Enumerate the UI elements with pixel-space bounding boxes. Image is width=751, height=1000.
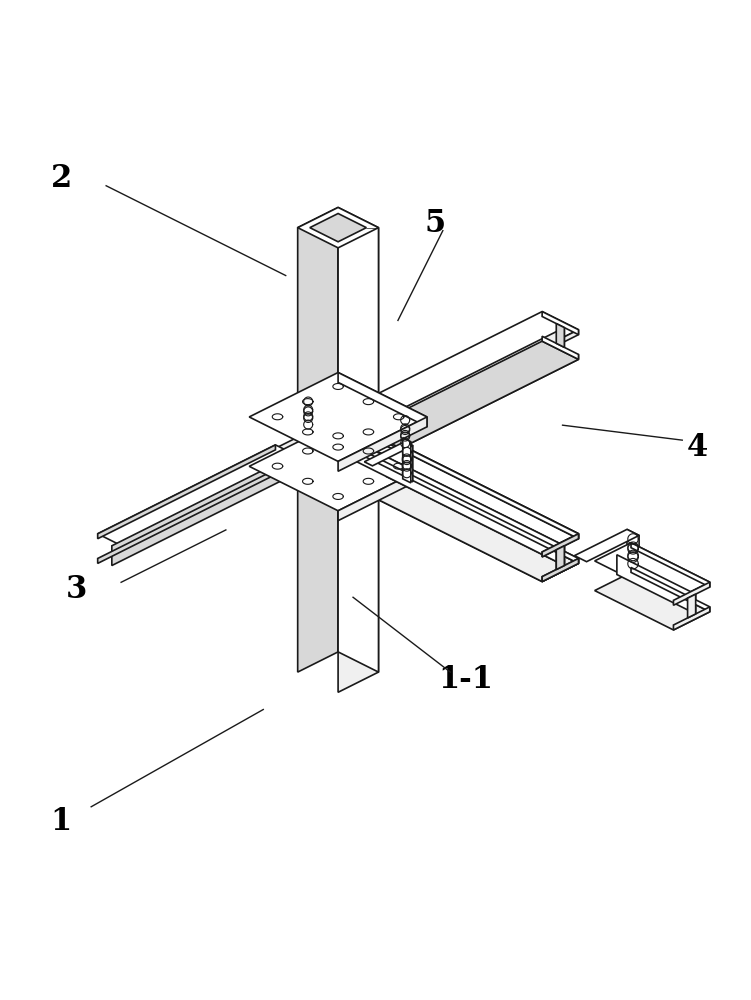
Polygon shape <box>542 336 578 359</box>
Polygon shape <box>112 457 290 566</box>
Polygon shape <box>312 425 578 563</box>
Polygon shape <box>387 328 564 436</box>
Polygon shape <box>542 558 578 582</box>
Polygon shape <box>595 543 710 600</box>
Polygon shape <box>595 572 710 630</box>
Text: 2: 2 <box>50 163 72 194</box>
Polygon shape <box>542 534 578 557</box>
Polygon shape <box>276 430 578 582</box>
Polygon shape <box>364 475 578 582</box>
Polygon shape <box>556 546 564 570</box>
Text: 3: 3 <box>65 574 87 605</box>
Text: 1: 1 <box>50 806 72 837</box>
Polygon shape <box>98 445 312 552</box>
Polygon shape <box>542 534 578 557</box>
Polygon shape <box>631 543 710 587</box>
Polygon shape <box>297 449 338 672</box>
Polygon shape <box>401 330 578 424</box>
Polygon shape <box>631 567 710 612</box>
Polygon shape <box>542 558 578 582</box>
Polygon shape <box>556 324 564 347</box>
Polygon shape <box>674 607 710 630</box>
Polygon shape <box>364 312 578 419</box>
Polygon shape <box>405 442 413 482</box>
Polygon shape <box>338 470 379 692</box>
Polygon shape <box>249 422 427 511</box>
Text: 1-1: 1-1 <box>438 664 493 695</box>
Polygon shape <box>575 529 639 562</box>
Polygon shape <box>338 422 427 476</box>
Polygon shape <box>276 400 578 552</box>
Polygon shape <box>401 354 578 448</box>
Polygon shape <box>688 594 695 618</box>
Polygon shape <box>297 412 564 566</box>
Polygon shape <box>297 207 379 248</box>
Polygon shape <box>338 373 427 427</box>
Polygon shape <box>364 341 578 448</box>
Polygon shape <box>542 312 578 335</box>
Polygon shape <box>364 445 578 552</box>
Polygon shape <box>310 214 366 242</box>
Polygon shape <box>98 470 276 563</box>
Polygon shape <box>338 466 427 521</box>
Polygon shape <box>403 438 411 483</box>
Polygon shape <box>674 582 710 605</box>
Polygon shape <box>249 373 427 461</box>
Polygon shape <box>627 529 639 572</box>
Polygon shape <box>338 417 427 471</box>
Text: 5: 5 <box>425 208 446 239</box>
Polygon shape <box>364 442 413 466</box>
Polygon shape <box>98 445 276 539</box>
Polygon shape <box>338 449 379 672</box>
Polygon shape <box>297 207 338 417</box>
Polygon shape <box>401 470 578 563</box>
Polygon shape <box>387 457 564 566</box>
Polygon shape <box>312 400 578 539</box>
Polygon shape <box>401 445 578 539</box>
Polygon shape <box>556 546 564 570</box>
Polygon shape <box>338 228 379 437</box>
Polygon shape <box>338 207 379 417</box>
Text: 4: 4 <box>686 432 708 463</box>
Polygon shape <box>617 555 695 614</box>
